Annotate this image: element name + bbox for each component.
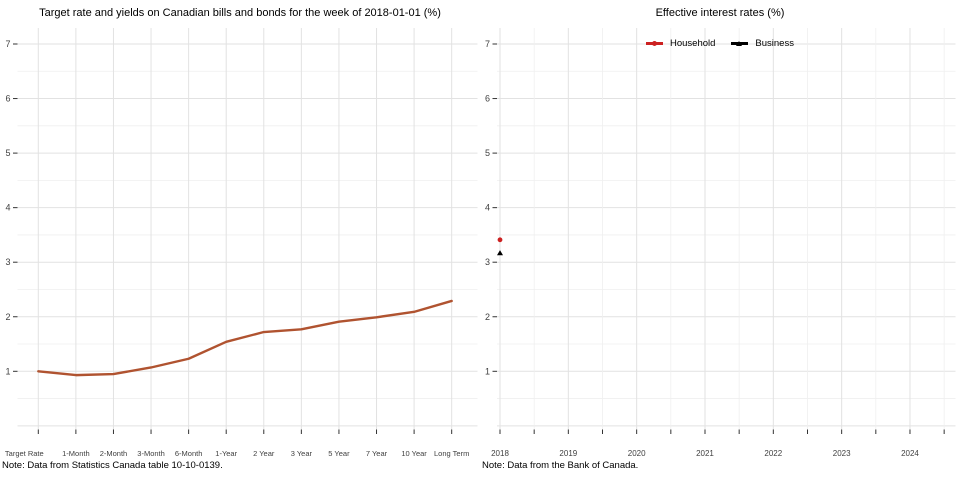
business-point [497, 250, 503, 256]
household-point [497, 237, 503, 243]
y-axis-label: 7 [5, 39, 10, 49]
x-axis-label: 3 Year [291, 449, 313, 458]
x-axis-label: 2 Year [253, 449, 275, 458]
legend-label-business: Business [755, 38, 794, 49]
x-axis-label: 1-Month [62, 449, 90, 458]
x-axis-label: 2023 [833, 449, 851, 458]
x-axis-label: 2021 [696, 449, 714, 458]
y-axis-label: 1 [485, 366, 490, 376]
x-axis-label: 2-Month [100, 449, 128, 458]
x-axis-label: 1-Year [215, 449, 237, 458]
y-axis-label: 6 [485, 94, 490, 104]
y-axis-label: 2 [5, 312, 10, 322]
left-chart: Target rate and yields on Canadian bills… [2, 7, 478, 471]
legend-label-household: Household [670, 38, 716, 49]
y-axis-label: 5 [5, 148, 10, 158]
x-axis-label: 3-Month [137, 449, 165, 458]
x-axis-label: 5 Year [328, 449, 350, 458]
household-line-marker-icon [646, 41, 663, 46]
left-chart-title: Target rate and yields on Canadian bills… [39, 7, 441, 19]
x-axis-label: 6-Month [175, 449, 203, 458]
business-point-icon [736, 40, 743, 46]
x-axis-label: 2020 [628, 449, 646, 458]
left-chart-note: Note: Data from Statistics Canada table … [2, 460, 223, 471]
left-chart-plot: 1 2 3 4 5 6 7 Target Rate 1-Month 2-Month 3-Month 6… [5, 28, 478, 458]
y-axis-label: 4 [485, 203, 490, 213]
y-axis-label: 4 [5, 203, 10, 213]
right-chart: Effective interest rates (%) 1 2 3 4 5 6 7 2018… [480, 0, 960, 480]
x-axis-label: Long Term [434, 449, 469, 458]
x-axis-label: 2022 [764, 449, 782, 458]
legend: Household Business [480, 38, 960, 49]
household-point-icon [652, 41, 657, 46]
x-axis-label: 7 Year [366, 449, 388, 458]
x-axis-label: Target Rate [5, 449, 44, 458]
business-line-marker-icon [731, 40, 749, 46]
right-chart-title: Effective interest rates (%) [655, 7, 785, 19]
y-axis-label: 2 [485, 312, 490, 322]
legend-item-household: Household [646, 38, 715, 49]
right-chart-note: Note: Data from the Bank of Canada. [482, 460, 639, 471]
yield-line [37, 299, 453, 377]
x-axis-label: 2018 [491, 449, 509, 458]
y-axis-label: 6 [5, 94, 10, 104]
y-axis-label: 5 [485, 148, 490, 158]
y-axis-label: 7 [485, 39, 490, 49]
x-axis-label: 2019 [559, 449, 577, 458]
y-axis-label: 3 [485, 257, 490, 267]
y-axis-label: 1 [5, 366, 10, 376]
y-axis-label: 3 [5, 257, 10, 267]
right-chart-plot: 1 2 3 4 5 6 7 2018 2019 2020 2021 2022 2023 2024 [485, 28, 956, 458]
x-axis-label: 10 Year [401, 449, 427, 458]
legend-item-business: Business [731, 38, 794, 49]
x-axis-label: 2024 [901, 449, 919, 458]
